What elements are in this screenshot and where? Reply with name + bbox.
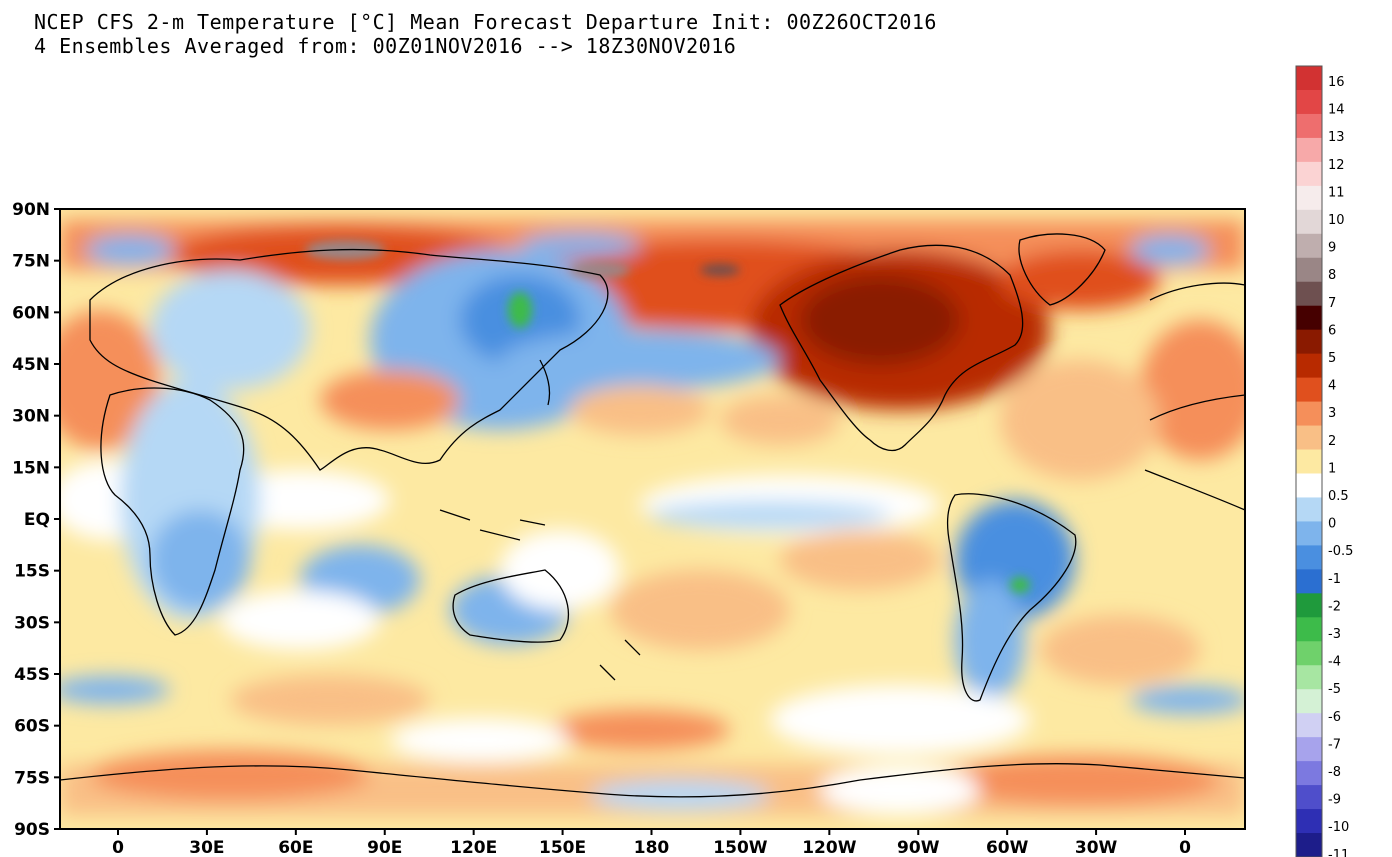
colorbar-swatch (1296, 113, 1322, 139)
colorbar-swatch (1296, 641, 1322, 666)
lon-tick-label: 120W (802, 838, 856, 857)
colorbar-label: -0.5 (1328, 544, 1353, 559)
lat-tick-label: 45S (14, 665, 50, 685)
colorbar-label: -7 (1328, 737, 1341, 752)
colorbar-swatch (1296, 713, 1322, 738)
colorbar-label: 16 (1328, 75, 1345, 90)
colorbar-swatch (1296, 809, 1322, 834)
colorbar-swatch (1296, 137, 1322, 163)
colorbar-label: 3 (1328, 406, 1336, 421)
lon-tick-label: 60E (278, 838, 313, 857)
colorbar-label: 1 (1328, 461, 1336, 476)
colorbar-label: -3 (1328, 627, 1341, 642)
lat-tick-label: 60S (14, 717, 50, 737)
colorbar-swatch (1296, 209, 1322, 235)
colorbar-legend: 16 14 13 12 11 10 9 8 7 6 5 4 3 2 1 0.5 0 -0.5 -1 -2 -3 -4 -5 -… (1295, 65, 1353, 857)
lon-tick-label: 120E (450, 838, 497, 857)
lat-tick-label: 90S (14, 820, 50, 840)
lon-tick-label: 30E (189, 838, 224, 857)
coastlines (60, 233, 1245, 798)
lat-tick-label: 30S (14, 613, 50, 633)
colorbar-label: 4 (1328, 379, 1336, 394)
colorbar-label: 9 (1328, 241, 1336, 256)
colorbar-swatch (1296, 665, 1322, 690)
lon-tick-label: 90W (897, 838, 940, 857)
colorbar-swatch (1296, 161, 1322, 187)
lat-tick-label: 30N (12, 407, 50, 427)
colorbar-label: 5 (1328, 351, 1336, 366)
lat-tick-label: 15N (12, 458, 50, 478)
colorbar-swatch (1296, 377, 1322, 403)
lon-tick-label: 90E (367, 838, 402, 857)
colorbar-label: 7 (1328, 296, 1336, 311)
latitude-axis: 90N 75N 60N 45N 30N 15N EQ 15S 30S 45S 60S 75S 90S (12, 200, 60, 840)
colorbar-label: 12 (1328, 158, 1345, 173)
colorbar-swatch (1296, 593, 1322, 618)
colorbar-swatch (1296, 89, 1322, 115)
lon-tick-label: 30W (1075, 838, 1118, 857)
colorbar-swatch (1296, 737, 1322, 762)
colorbar-swatch (1296, 617, 1322, 642)
colorbar-swatch (1296, 569, 1322, 594)
colorbar-swatch (1296, 305, 1322, 331)
colorbar-swatch (1296, 281, 1322, 307)
colorbar-swatch (1296, 785, 1322, 810)
lat-tick-label: 45N (12, 355, 50, 375)
colorbar-swatch (1296, 761, 1322, 786)
colorbar-label: -6 (1328, 710, 1341, 725)
lon-tick-label: 180 (634, 838, 670, 857)
colorbar-swatch (1296, 353, 1322, 379)
colorbar-swatch (1296, 185, 1322, 211)
colorbar-swatch (1296, 521, 1322, 546)
chart-title: NCEP CFS 2-m Temperature [°C] Mean Forec… (34, 10, 937, 58)
colorbar-swatch (1296, 545, 1322, 570)
colorbar-swatch (1296, 689, 1322, 714)
lat-tick-label: 15S (14, 562, 50, 582)
lon-tick-label: 0 (1179, 838, 1191, 857)
lat-tick-label: 75S (14, 768, 50, 788)
lat-tick-label: 75N (12, 252, 50, 272)
title-line-1: NCEP CFS 2-m Temperature [°C] Mean Forec… (34, 10, 937, 34)
lat-tick-label: 90N (12, 200, 50, 220)
colorbar-label: 13 (1328, 130, 1345, 145)
lon-tick-label: 150E (539, 838, 586, 857)
title-line-2: 4 Ensembles Averaged from: 00Z01NOV2016 … (34, 34, 737, 58)
colorbar-label: -4 (1328, 655, 1341, 670)
colorbar-label: 6 (1328, 323, 1336, 338)
colorbar-swatch (1296, 497, 1322, 522)
colorbar-label: -11 (1328, 848, 1349, 857)
colorbar-swatch (1296, 329, 1322, 355)
colorbar-label: -5 (1328, 682, 1341, 697)
colorbar-label: 11 (1328, 185, 1345, 200)
colorbar-label: -2 (1328, 599, 1341, 614)
colorbar-swatch (1296, 473, 1322, 498)
lat-tick-label: EQ (24, 510, 50, 530)
colorbar-swatch (1296, 66, 1322, 91)
lon-tick-label: 60W (986, 838, 1029, 857)
lon-tick-label: 0 (112, 838, 124, 857)
colorbar-label: -10 (1328, 820, 1349, 835)
colorbar-swatch (1296, 233, 1322, 259)
colorbar-swatch (1296, 257, 1322, 283)
colorbar-swatch (1296, 401, 1322, 427)
colorbar-swatch (1296, 833, 1322, 857)
colorbar-label: 10 (1328, 213, 1345, 228)
map-field (60, 209, 1245, 829)
colorbar-label: -9 (1328, 793, 1341, 808)
colorbar-swatch (1296, 425, 1322, 451)
colorbar-label: 2 (1328, 434, 1336, 449)
colorbar-label: 14 (1328, 103, 1345, 118)
lat-tick-label: 60N (12, 303, 50, 323)
lon-tick-label: 150W (713, 838, 767, 857)
colorbar-label: 0.5 (1328, 489, 1349, 504)
colorbar-swatch (1296, 449, 1322, 474)
colorbar-frame (1295, 65, 1323, 857)
longitude-axis: 0 30E 60E 90E 120E 150E 180 150W 120W 90W 60W 30W 0 (112, 829, 1191, 857)
colorbar-label: -8 (1328, 765, 1341, 780)
colorbar-label: 8 (1328, 268, 1336, 283)
colorbar-label: -1 (1328, 572, 1341, 587)
colorbar-label: 0 (1328, 517, 1336, 532)
